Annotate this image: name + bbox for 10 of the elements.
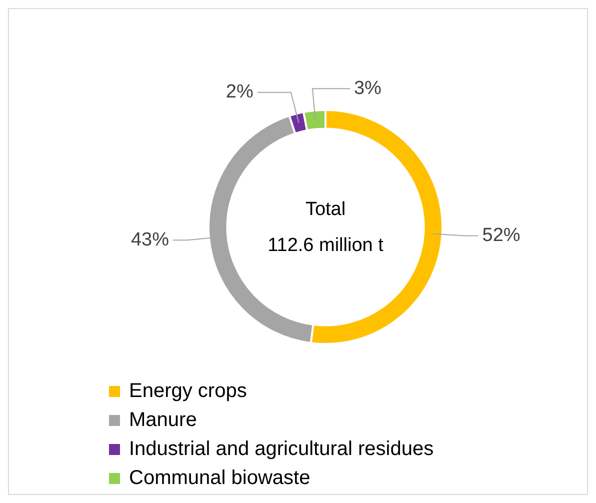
- data-label: 3%: [354, 78, 382, 99]
- data-label: 43%: [130, 229, 170, 250]
- legend-label: Industrial and agricultural residues: [129, 438, 434, 461]
- text: 112.6 million t: [268, 235, 384, 256]
- legend-label: Energy crops: [129, 380, 247, 403]
- text: Total: [305, 199, 346, 220]
- legend-label: Communal biowaste: [129, 467, 310, 490]
- data-label: 52%: [482, 224, 520, 246]
- data-label: 2%: [226, 82, 254, 103]
- legend-label: Manure: [129, 409, 197, 432]
